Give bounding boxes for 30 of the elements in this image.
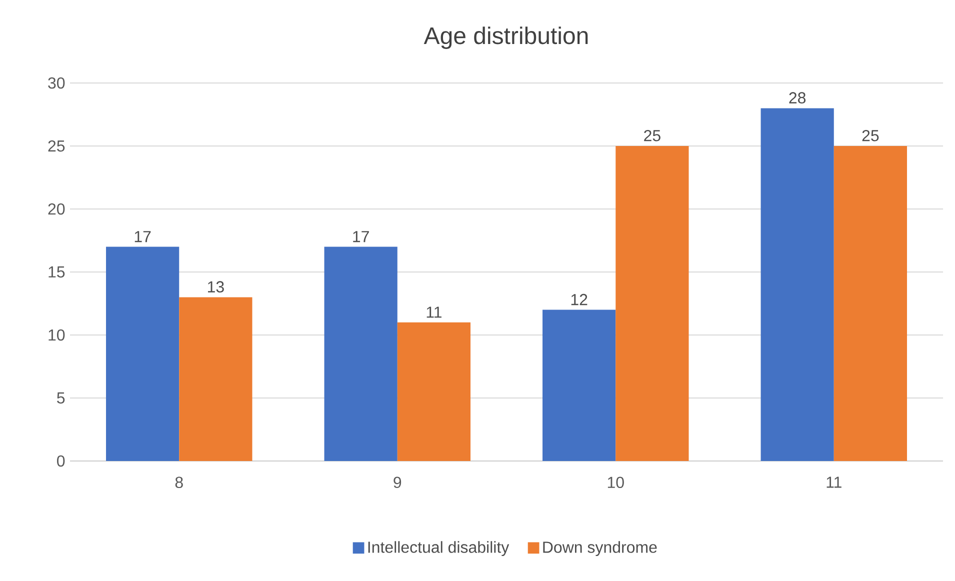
data-label: 25 <box>862 130 879 142</box>
x-tick-label: 10 <box>608 476 624 488</box>
legend-label: Intellectual disability <box>368 541 510 556</box>
x-tick-label: 9 <box>394 476 402 488</box>
bar <box>834 146 908 461</box>
bar <box>324 246 398 461</box>
bar <box>542 310 616 461</box>
y-tick-label: 20 <box>48 203 65 215</box>
y-tick-label: 25 <box>48 140 65 152</box>
y-tick-label: 30 <box>48 77 65 89</box>
data-label: 11 <box>426 306 442 318</box>
data-label: 17 <box>134 231 151 242</box>
data-label: 28 <box>789 92 806 104</box>
bar <box>616 146 689 461</box>
data-label: 12 <box>571 294 588 306</box>
bar <box>397 322 470 461</box>
y-tick-label: 5 <box>57 392 65 404</box>
data-label: 17 <box>353 231 369 242</box>
x-tick-label: 8 <box>175 476 183 488</box>
x-tick-label: 11 <box>826 476 842 488</box>
bar <box>179 297 252 461</box>
y-tick-label: 0 <box>57 455 65 467</box>
bar <box>106 246 180 461</box>
legend-label: Down syndrome <box>543 541 657 556</box>
data-label: 13 <box>208 281 224 292</box>
data-label: 25 <box>644 130 660 142</box>
y-tick-label: 15 <box>48 266 65 278</box>
bar <box>760 108 834 461</box>
chart-title: Age distribution <box>424 26 588 49</box>
y-tick-label: 10 <box>48 329 65 341</box>
